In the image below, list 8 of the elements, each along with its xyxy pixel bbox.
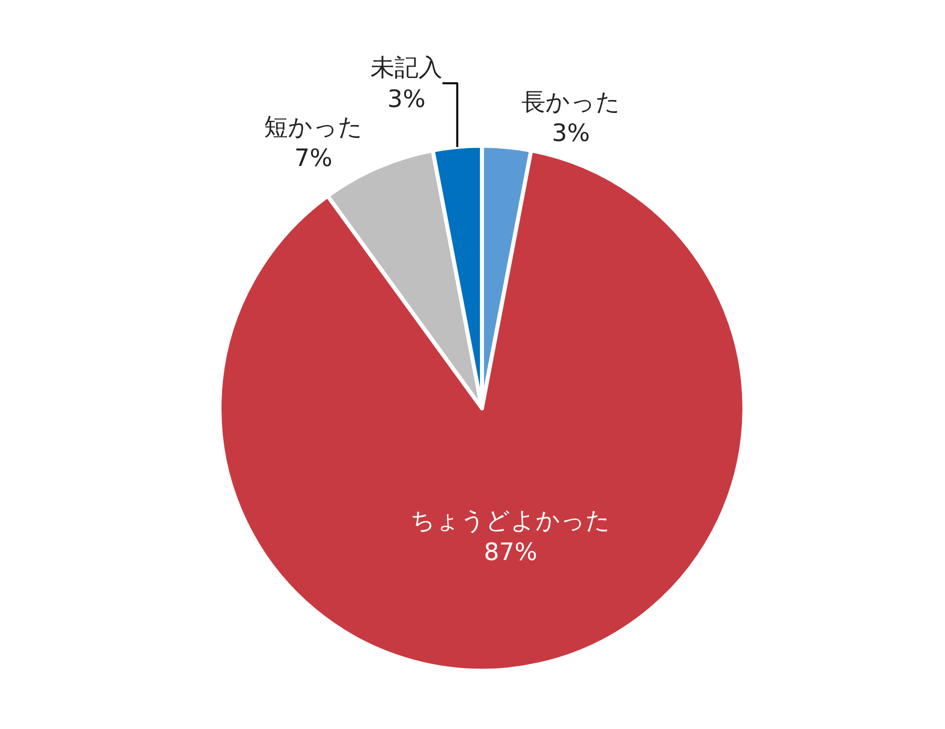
data-label: 3%	[387, 84, 426, 113]
data-label: 7%	[294, 144, 332, 172]
data-label: 3%	[552, 119, 590, 148]
slice-label: ちょうどよかった	[410, 506, 611, 535]
slice-label: 短かった	[264, 112, 363, 141]
slice-label: 未記入	[370, 54, 442, 82]
slice-label: 長かった	[521, 88, 620, 116]
data-label: 87%	[484, 538, 538, 566]
